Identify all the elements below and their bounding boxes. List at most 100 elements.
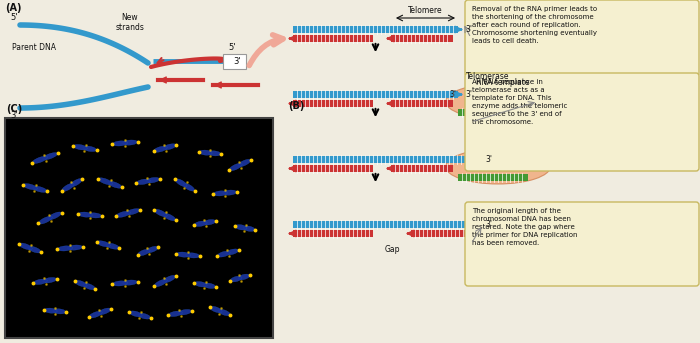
Ellipse shape	[230, 276, 242, 282]
Text: An RNA sequence in
telomerase acts as a
template for DNA. This
enzyme adds the t: An RNA sequence in telomerase acts as a …	[472, 79, 568, 125]
Ellipse shape	[75, 280, 87, 287]
Ellipse shape	[97, 241, 111, 247]
Ellipse shape	[195, 282, 207, 287]
Ellipse shape	[226, 249, 239, 255]
Ellipse shape	[44, 308, 57, 313]
Bar	[293, 156, 478, 163]
FancyBboxPatch shape	[465, 73, 699, 171]
Ellipse shape	[154, 279, 167, 287]
Ellipse shape	[83, 283, 95, 290]
Bar	[293, 26, 458, 33]
Ellipse shape	[108, 181, 122, 188]
Ellipse shape	[146, 177, 160, 183]
Text: 3': 3'	[465, 90, 472, 99]
Ellipse shape	[113, 141, 127, 146]
Bar	[293, 230, 373, 237]
Ellipse shape	[146, 246, 158, 253]
Ellipse shape	[43, 277, 57, 283]
Bar	[458, 109, 528, 116]
Ellipse shape	[43, 153, 57, 160]
Ellipse shape	[83, 146, 97, 152]
Ellipse shape	[163, 275, 176, 283]
Bar	[293, 35, 373, 42]
Ellipse shape	[74, 144, 88, 150]
Ellipse shape	[176, 252, 190, 257]
Ellipse shape	[113, 281, 127, 286]
Ellipse shape	[203, 220, 216, 225]
Ellipse shape	[235, 225, 247, 230]
Text: New
strands: New strands	[116, 13, 144, 32]
FancyBboxPatch shape	[223, 54, 246, 69]
Text: (C): (C)	[6, 104, 22, 114]
Text: 3': 3'	[233, 57, 241, 66]
Ellipse shape	[67, 245, 83, 250]
Text: Telomere: Telomere	[408, 6, 443, 15]
FancyBboxPatch shape	[465, 0, 699, 76]
Bar	[411, 230, 473, 237]
Ellipse shape	[162, 144, 176, 150]
Ellipse shape	[445, 149, 550, 184]
Ellipse shape	[116, 211, 130, 217]
Text: 5': 5'	[10, 13, 18, 22]
Ellipse shape	[62, 183, 74, 191]
Text: 3': 3'	[10, 111, 18, 120]
FancyBboxPatch shape	[465, 202, 699, 286]
Text: Removal of the RNA primer leads to
the shortening of the chromosome
after each r: Removal of the RNA primer leads to the s…	[472, 6, 597, 44]
Bar	[293, 165, 373, 172]
Ellipse shape	[32, 156, 48, 163]
Ellipse shape	[70, 179, 82, 187]
Ellipse shape	[183, 183, 195, 191]
Ellipse shape	[23, 184, 37, 190]
Text: Gap: Gap	[384, 245, 400, 254]
Ellipse shape	[98, 308, 111, 315]
Ellipse shape	[52, 309, 66, 314]
Text: RNA template: RNA template	[476, 78, 530, 87]
Ellipse shape	[210, 306, 222, 313]
Ellipse shape	[98, 178, 113, 185]
Ellipse shape	[154, 146, 167, 152]
Ellipse shape	[106, 243, 119, 249]
Ellipse shape	[38, 216, 52, 224]
Ellipse shape	[57, 246, 73, 251]
Text: 3': 3'	[465, 25, 472, 34]
Bar	[391, 165, 453, 172]
Bar	[293, 100, 373, 107]
Ellipse shape	[34, 279, 48, 285]
Ellipse shape	[238, 274, 250, 280]
FancyArrowPatch shape	[249, 35, 283, 66]
Ellipse shape	[230, 163, 242, 171]
Text: 3': 3'	[485, 220, 492, 229]
Ellipse shape	[178, 309, 192, 315]
Ellipse shape	[138, 313, 150, 319]
Bar	[391, 100, 453, 107]
Ellipse shape	[445, 84, 550, 119]
Text: Telomerase: Telomerase	[466, 72, 510, 81]
Ellipse shape	[138, 249, 150, 256]
Text: 3': 3'	[449, 90, 456, 99]
Bar	[5, 118, 273, 338]
Text: The original length of the
chromosomal DNA has been
restored. Note the gap where: The original length of the chromosomal D…	[472, 208, 578, 246]
Bar	[391, 35, 453, 42]
Text: 3': 3'	[485, 155, 492, 164]
Ellipse shape	[163, 213, 176, 221]
Ellipse shape	[214, 191, 228, 196]
Ellipse shape	[195, 221, 207, 226]
Ellipse shape	[218, 309, 230, 316]
Bar	[293, 221, 478, 228]
Ellipse shape	[199, 150, 212, 155]
Ellipse shape	[136, 179, 150, 185]
Ellipse shape	[243, 226, 255, 232]
Text: (B): (B)	[288, 101, 304, 111]
Ellipse shape	[186, 253, 199, 258]
Ellipse shape	[208, 151, 220, 156]
Text: Parent DNA: Parent DNA	[12, 44, 56, 52]
Ellipse shape	[238, 159, 251, 167]
Ellipse shape	[169, 311, 182, 317]
Text: 5': 5'	[228, 43, 235, 52]
Ellipse shape	[78, 212, 92, 217]
Bar	[293, 91, 458, 98]
Ellipse shape	[89, 311, 102, 318]
Ellipse shape	[122, 140, 137, 145]
Ellipse shape	[218, 251, 230, 257]
Ellipse shape	[28, 246, 41, 253]
